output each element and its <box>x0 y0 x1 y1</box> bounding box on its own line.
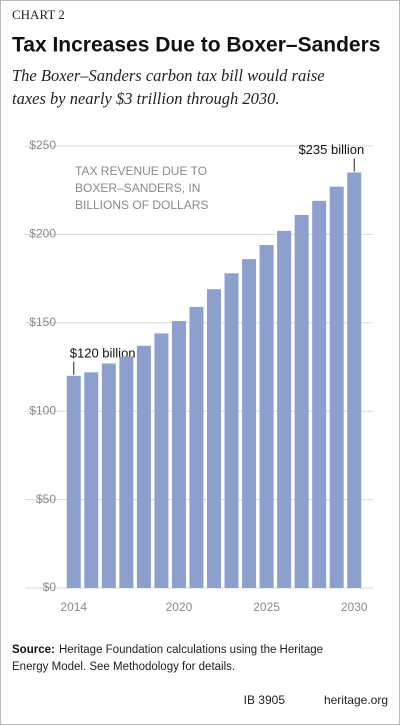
site: heritage.org <box>324 693 388 707</box>
y-tick-label: $150 <box>29 315 56 329</box>
subtitle: taxes by nearly $3 trillion through 2030… <box>12 89 280 108</box>
value-label: $120 billion <box>70 345 136 360</box>
bar <box>224 273 239 588</box>
source: Heritage Foundation calculations using t… <box>59 644 323 656</box>
subtitle: The Boxer–Sanders carbon tax bill would … <box>12 66 325 85</box>
chart-title: Tax Increases Due to Boxer–Sanders <box>12 34 380 57</box>
x-tick-label: 2025 <box>253 600 280 614</box>
bar <box>207 289 221 588</box>
bar <box>347 172 362 588</box>
x-tick-label: 2030 <box>341 600 368 614</box>
axis-title: BOXER–SANDERS, IN <box>75 181 200 195</box>
y-tick-label: $100 <box>29 403 56 417</box>
report-id: IB 3905 <box>244 693 286 707</box>
bar <box>101 363 116 588</box>
y-tick-label: $50 <box>36 492 56 506</box>
x-tick-label: 2014 <box>60 600 87 614</box>
value-label: $235 billion <box>298 142 364 157</box>
source: Energy Model. See Methodology for detail… <box>12 661 235 673</box>
bar <box>84 372 99 588</box>
bar <box>294 214 309 588</box>
bar <box>259 245 274 588</box>
axis-title: TAX REVENUE DUE TO <box>75 164 207 178</box>
bar <box>312 200 327 589</box>
x-tick-label: 2020 <box>166 600 193 614</box>
bar <box>277 230 292 588</box>
bar <box>329 186 344 588</box>
bar <box>154 333 169 588</box>
bar <box>136 345 151 588</box>
bar <box>119 356 134 588</box>
bar <box>242 259 257 588</box>
bar <box>171 321 186 588</box>
chart-kicker: CHART 2 <box>12 7 65 22</box>
y-tick-label: $0 <box>43 580 57 594</box>
source-label: Source: <box>12 644 55 656</box>
bar <box>189 306 204 588</box>
axis-title: BILLIONS OF DOLLARS <box>75 198 208 212</box>
y-tick-label: $250 <box>29 138 56 152</box>
bar <box>66 375 81 588</box>
y-tick-label: $200 <box>29 227 56 241</box>
